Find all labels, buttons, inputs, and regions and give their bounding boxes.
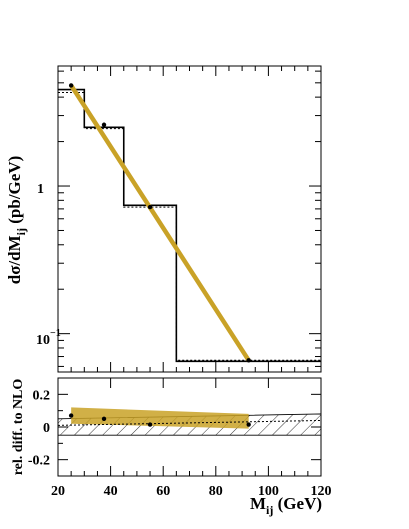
prediction-band [69, 84, 251, 362]
ratio-data-point [101, 416, 107, 422]
ratio-y-tick-label: 0 [43, 421, 50, 436]
main-data-point [101, 122, 107, 127]
main-plot-frame [57, 65, 322, 373]
ratio-y-axis-title: rel. diff. to NLO [11, 379, 26, 476]
ratio-panel: 20 40 60 80 100 120 0.2 0 -0.2 rel. diff. to NLO… [11, 377, 332, 517]
x-axis-title: Mij (GeV) [250, 494, 322, 517]
x-tick-label: 100 [258, 484, 279, 499]
ratio-data-point [68, 413, 74, 418]
ref-histogram-step [58, 91, 321, 361]
x-tick-label: 40 [104, 484, 118, 499]
ratio-data-point [147, 422, 153, 427]
x-tick-label: 60 [156, 484, 170, 499]
main-data-point [68, 83, 74, 88]
main-data-point [246, 358, 251, 363]
x-tick-label: 20 [51, 484, 65, 499]
y-axis-title: dσ/dMij (pb/GeV) [5, 156, 28, 285]
x-tick-label: 80 [209, 484, 223, 499]
x-tick-label: 120 [311, 484, 332, 499]
nlo-histogram-step [58, 88, 321, 363]
ratio-y-tick-label: 0.2 [33, 388, 51, 403]
ratio-data-point [246, 422, 251, 427]
ytick-label-exponent: −1 [50, 328, 61, 339]
ratio-y-tick-label: -0.2 [28, 454, 50, 469]
main-data-point [147, 204, 153, 210]
ytick-label-10: 10 [36, 333, 50, 348]
ytick-label-1: 1 [37, 182, 44, 197]
main-panel: 1 10 −1 dσ/dMij (pb/GeV) [5, 65, 322, 373]
ratio-prediction-band [71, 407, 249, 429]
